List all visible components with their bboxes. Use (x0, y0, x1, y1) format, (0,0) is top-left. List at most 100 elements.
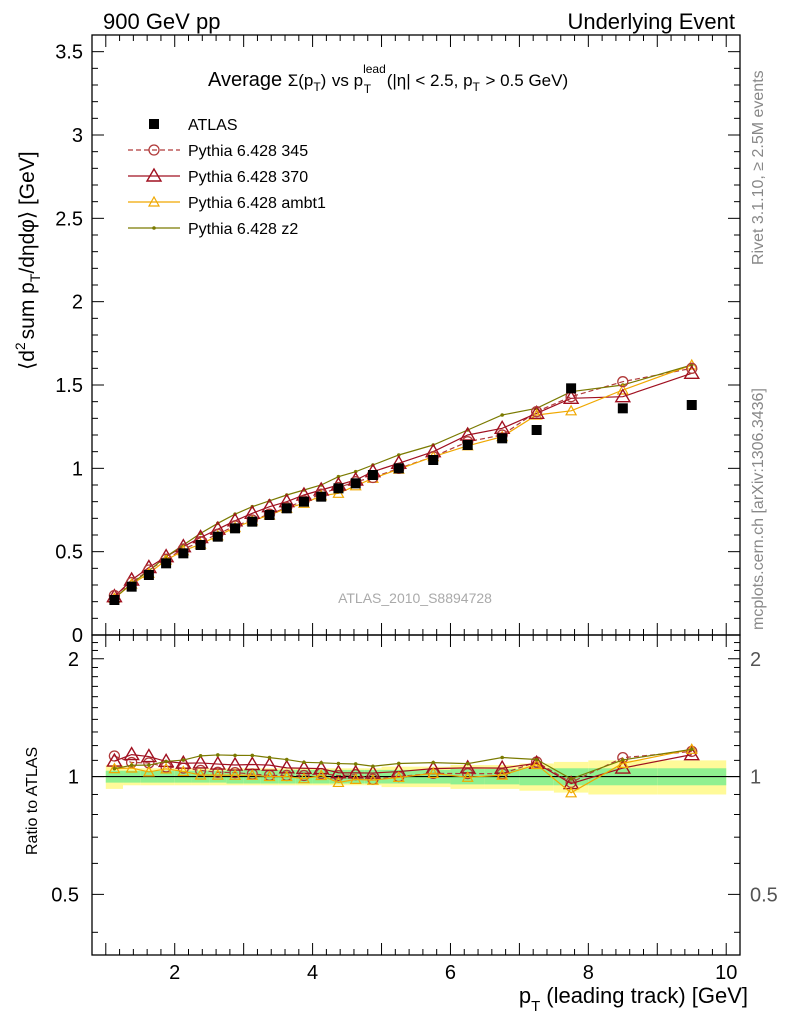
title-vs: vs p (332, 71, 363, 90)
data-point-p370 (528, 404, 545, 420)
data-point-data (178, 548, 189, 559)
legend-marker-data (149, 119, 159, 129)
ratio-tick-label: 2 (68, 649, 79, 671)
ratio-plot-frame (91, 634, 741, 956)
ratio-point-ambt1 (427, 767, 440, 778)
data-point-data (161, 558, 172, 569)
rivet-version-label: Rivet 3.1.10, ≥ 2.5M events (750, 70, 767, 265)
ratio-point-z2 (500, 755, 504, 760)
ratio-point-p370 (123, 746, 140, 761)
data-point-data (230, 523, 241, 534)
ratio-point-ambt1 (685, 743, 698, 754)
ratio-point-p345 (617, 752, 629, 764)
data-point-data (195, 540, 206, 550)
series-line-p345 (114, 367, 692, 596)
ratio-plot-series (106, 743, 700, 798)
ratio-point-ambt1 (349, 773, 362, 784)
legend-label-data: ATLAS (188, 117, 238, 134)
ratio-point-z2 (689, 747, 694, 752)
ratio-point-ambt1 (616, 757, 629, 768)
ratio-point-ambt1 (392, 771, 405, 783)
legend-marker-ambt1 (147, 195, 161, 207)
ratio-point-p370 (312, 760, 330, 775)
ratio-point-z2 (465, 761, 470, 766)
ratio-point-z2 (319, 761, 324, 765)
data-point-data (126, 581, 137, 592)
ratio-y-axis-label: Ratio to ATLAS (24, 747, 41, 855)
title-average: Average (208, 69, 282, 91)
data-point-data (212, 531, 223, 542)
ratio-point-p370 (390, 763, 407, 778)
title-close: ) (321, 71, 327, 90)
ratio-point-z2 (198, 754, 203, 758)
ratio-point-ambt1 (280, 770, 293, 782)
legend-label-z2: Pythia 6.428 z2 (188, 221, 298, 238)
ratio-line-p370 (114, 753, 692, 785)
ratio-point-p370 (106, 752, 123, 767)
ratio-point-p370 (157, 753, 175, 768)
ratio-point-ambt1 (142, 765, 155, 777)
ratio-point-p345 (462, 767, 474, 780)
data-point-p345 (686, 362, 698, 374)
ratio-point-z2 (302, 760, 306, 765)
ratio-point-ambt1 (530, 758, 543, 770)
data-point-p345 (617, 376, 629, 388)
ratio-point-p370 (175, 754, 192, 769)
y-tick-label: 3 (72, 125, 83, 147)
ratio-point-z2 (396, 761, 401, 766)
data-point-data (686, 400, 697, 410)
title-cuts: (|η| < 2.5, p (387, 71, 473, 90)
legend-marker-p370 (145, 167, 163, 182)
ratio-point-ambt1 (263, 770, 276, 782)
legend-label-p370: Pythia 6.428 370 (188, 169, 308, 186)
main-y-axis-label: ⟨d2sum pT/dηdφ⟩ [GeV] (12, 151, 43, 370)
data-point-data (566, 383, 577, 394)
ratio-point-z2 (284, 757, 289, 762)
data-point-z2 (500, 413, 504, 417)
header-right-label: Underlying Event (567, 9, 735, 34)
data-point-data (350, 478, 361, 489)
legend-marker-p345 (148, 144, 160, 156)
ratio-point-z2 (164, 759, 168, 764)
ratio-point-p370 (261, 756, 278, 771)
ratio-point-z2 (534, 757, 539, 762)
ratio-point-ambt1 (194, 768, 207, 780)
title-sub-t-3: T (473, 80, 481, 94)
ratio-line-z2 (114, 748, 692, 780)
data-point-data (264, 510, 275, 520)
ratio-point-p345 (212, 766, 224, 778)
ratio-point-z2 (336, 761, 341, 766)
ratio-tick-label: 0.5 (51, 884, 79, 906)
ratio-point-z2 (250, 753, 255, 758)
title-sigma: Σ(p (288, 71, 314, 90)
x-axis-label: pT (leading track) [GeV] (519, 983, 748, 1015)
plot-axes: 2 4 6 8 10 0 0.5 1 1.5 2 2.5 3 3.5 0.5 1 2 0.5 1 2 (51, 34, 778, 984)
ratio-point-ambt1 (177, 765, 190, 777)
ratio-point-ambt1 (315, 769, 328, 781)
data-point-ambt1 (565, 404, 578, 416)
title-cuts-end: > 0.5 GeV) (485, 71, 568, 90)
ratio-point-z2 (569, 777, 573, 781)
ratio-point-p370 (278, 759, 295, 774)
y-tick-label: 2 (72, 292, 83, 314)
ratio-point-p370 (140, 748, 158, 763)
main-plot-series (106, 358, 700, 605)
ratio-point-ambt1 (332, 776, 345, 788)
legend-label-ambt1: Pythia 6.428 ambt1 (188, 195, 326, 212)
ratio-point-z2 (621, 758, 625, 762)
ratio-point-z2 (371, 764, 375, 769)
series-line-p370 (113, 372, 692, 598)
data-point-p370 (562, 389, 580, 405)
x-tick-label: 4 (307, 962, 318, 984)
data-point-ambt1 (616, 383, 629, 395)
ratio-point-p370 (493, 759, 511, 774)
legend-label-p345: Pythia 6.428 345 (188, 143, 308, 160)
ratio-tick-label: 1 (68, 767, 79, 789)
main-plot-title: Average Σ(pT) vs plead T (|η| < 2.5, pT >… (208, 62, 568, 98)
data-point-data (393, 463, 404, 474)
ratio-point-z2 (181, 758, 186, 762)
ratio-point-p370 (364, 764, 382, 779)
title-sup-lead: lead (363, 62, 386, 76)
ratio-point-p345 (229, 766, 241, 779)
analysis-watermark: ATLAS_2010_S8894728 (338, 590, 492, 606)
